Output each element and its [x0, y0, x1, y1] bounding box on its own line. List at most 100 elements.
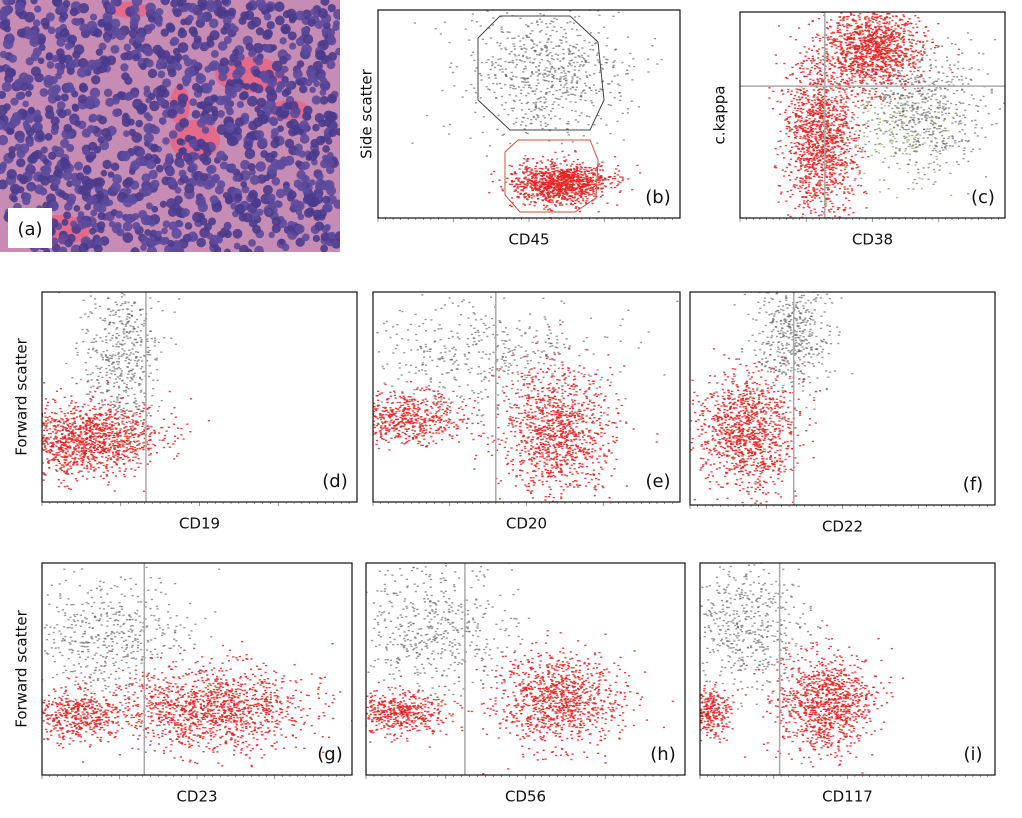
- event-dot: [550, 185, 553, 188]
- event-dot: [553, 17, 556, 20]
- event-dot: [829, 168, 832, 171]
- event-dot: [840, 123, 843, 126]
- nucleus: [88, 115, 96, 123]
- event-dot: [575, 199, 579, 201]
- event-dot: [891, 19, 894, 22]
- event-dot: [827, 116, 830, 118]
- event-dot: [590, 181, 594, 183]
- nucleus: [44, 132, 53, 141]
- event-dot: [827, 108, 830, 110]
- event-dot: [885, 45, 888, 48]
- event-dot: [577, 200, 580, 203]
- event-dot: [560, 95, 563, 98]
- event-dot: [807, 189, 810, 192]
- event-dot: [545, 33, 548, 35]
- event-dot: [805, 75, 808, 78]
- event-dot: [534, 176, 537, 178]
- nucleus: [170, 0, 179, 8]
- event-dot: [605, 45, 608, 47]
- event-dot: [808, 166, 812, 169]
- event-dot: [574, 16, 577, 18]
- event-dot: [808, 206, 811, 209]
- event-dot: [797, 88, 800, 91]
- event-dot: [811, 165, 814, 168]
- event-dot: [807, 141, 810, 144]
- nucleus: [271, 177, 281, 186]
- nucleus: [93, 28, 103, 38]
- event-dot: [808, 118, 811, 120]
- event-dot: [913, 66, 916, 68]
- event-dot: [854, 154, 857, 156]
- event-dot: [596, 59, 599, 61]
- event-dot: [789, 152, 793, 154]
- event-dot: [782, 93, 785, 95]
- event-dot: [805, 51, 808, 53]
- event-dot: [448, 123, 452, 126]
- event-dot: [534, 103, 537, 105]
- event-dot: [535, 44, 538, 47]
- event-dot: [567, 177, 570, 180]
- event-dot: [848, 44, 851, 46]
- nucleus: [279, 55, 288, 65]
- event-dot: [559, 192, 562, 194]
- event-dot: [546, 60, 549, 62]
- event-dot: [570, 53, 573, 55]
- event-dot: [858, 147, 861, 150]
- event-dot: [541, 190, 544, 193]
- event-dot: [525, 102, 528, 105]
- nucleus: [280, 156, 287, 163]
- event-dot: [855, 124, 858, 126]
- event-dot: [826, 27, 830, 30]
- event-dot: [517, 54, 520, 56]
- event-dot: [857, 134, 861, 137]
- event-dot: [847, 84, 850, 86]
- event-dot: [838, 146, 841, 148]
- event-dot: [542, 195, 545, 197]
- event-dot: [786, 190, 789, 193]
- event-dot: [571, 187, 574, 189]
- event-dot: [563, 173, 566, 175]
- event-dot: [490, 173, 493, 175]
- event-dot: [554, 175, 557, 177]
- nucleus: [249, 174, 260, 186]
- event-dot: [531, 39, 534, 41]
- event-dot: [826, 194, 829, 196]
- event-dot: [831, 142, 834, 145]
- event-dot: [806, 122, 809, 125]
- event-dot: [811, 133, 814, 136]
- event-dot: [560, 189, 563, 191]
- event-dot: [562, 193, 565, 195]
- event-dot: [494, 74, 497, 76]
- event-dot: [555, 182, 558, 184]
- nucleus: [78, 3, 90, 14]
- event-dot: [844, 111, 847, 113]
- event-dot: [822, 110, 825, 112]
- event-dot: [834, 141, 837, 144]
- nucleus: [222, 192, 230, 199]
- nucleus: [256, 97, 267, 108]
- event-dot: [496, 41, 499, 44]
- nucleus: [149, 229, 158, 238]
- event-dot: [857, 28, 860, 30]
- event-dot: [807, 23, 811, 26]
- event-dot: [798, 115, 801, 118]
- event-dot: [531, 30, 534, 32]
- event-dot: [598, 14, 601, 17]
- event-dot: [824, 136, 827, 138]
- event-dot: [515, 183, 518, 185]
- event-dot: [841, 139, 844, 142]
- event-dot: [629, 52, 632, 55]
- event-dot: [839, 75, 842, 78]
- nucleus: [52, 0, 63, 7]
- event-dot: [552, 197, 555, 199]
- event-dot: [804, 169, 807, 172]
- event-dot: [569, 88, 572, 90]
- event-dot: [820, 78, 823, 80]
- event-dot: [817, 131, 820, 134]
- event-dot: [808, 126, 811, 128]
- nucleus: [315, 172, 324, 181]
- event-dot: [576, 61, 579, 64]
- event-dot: [615, 168, 618, 170]
- event-dot: [491, 180, 494, 183]
- event-dot: [544, 165, 547, 168]
